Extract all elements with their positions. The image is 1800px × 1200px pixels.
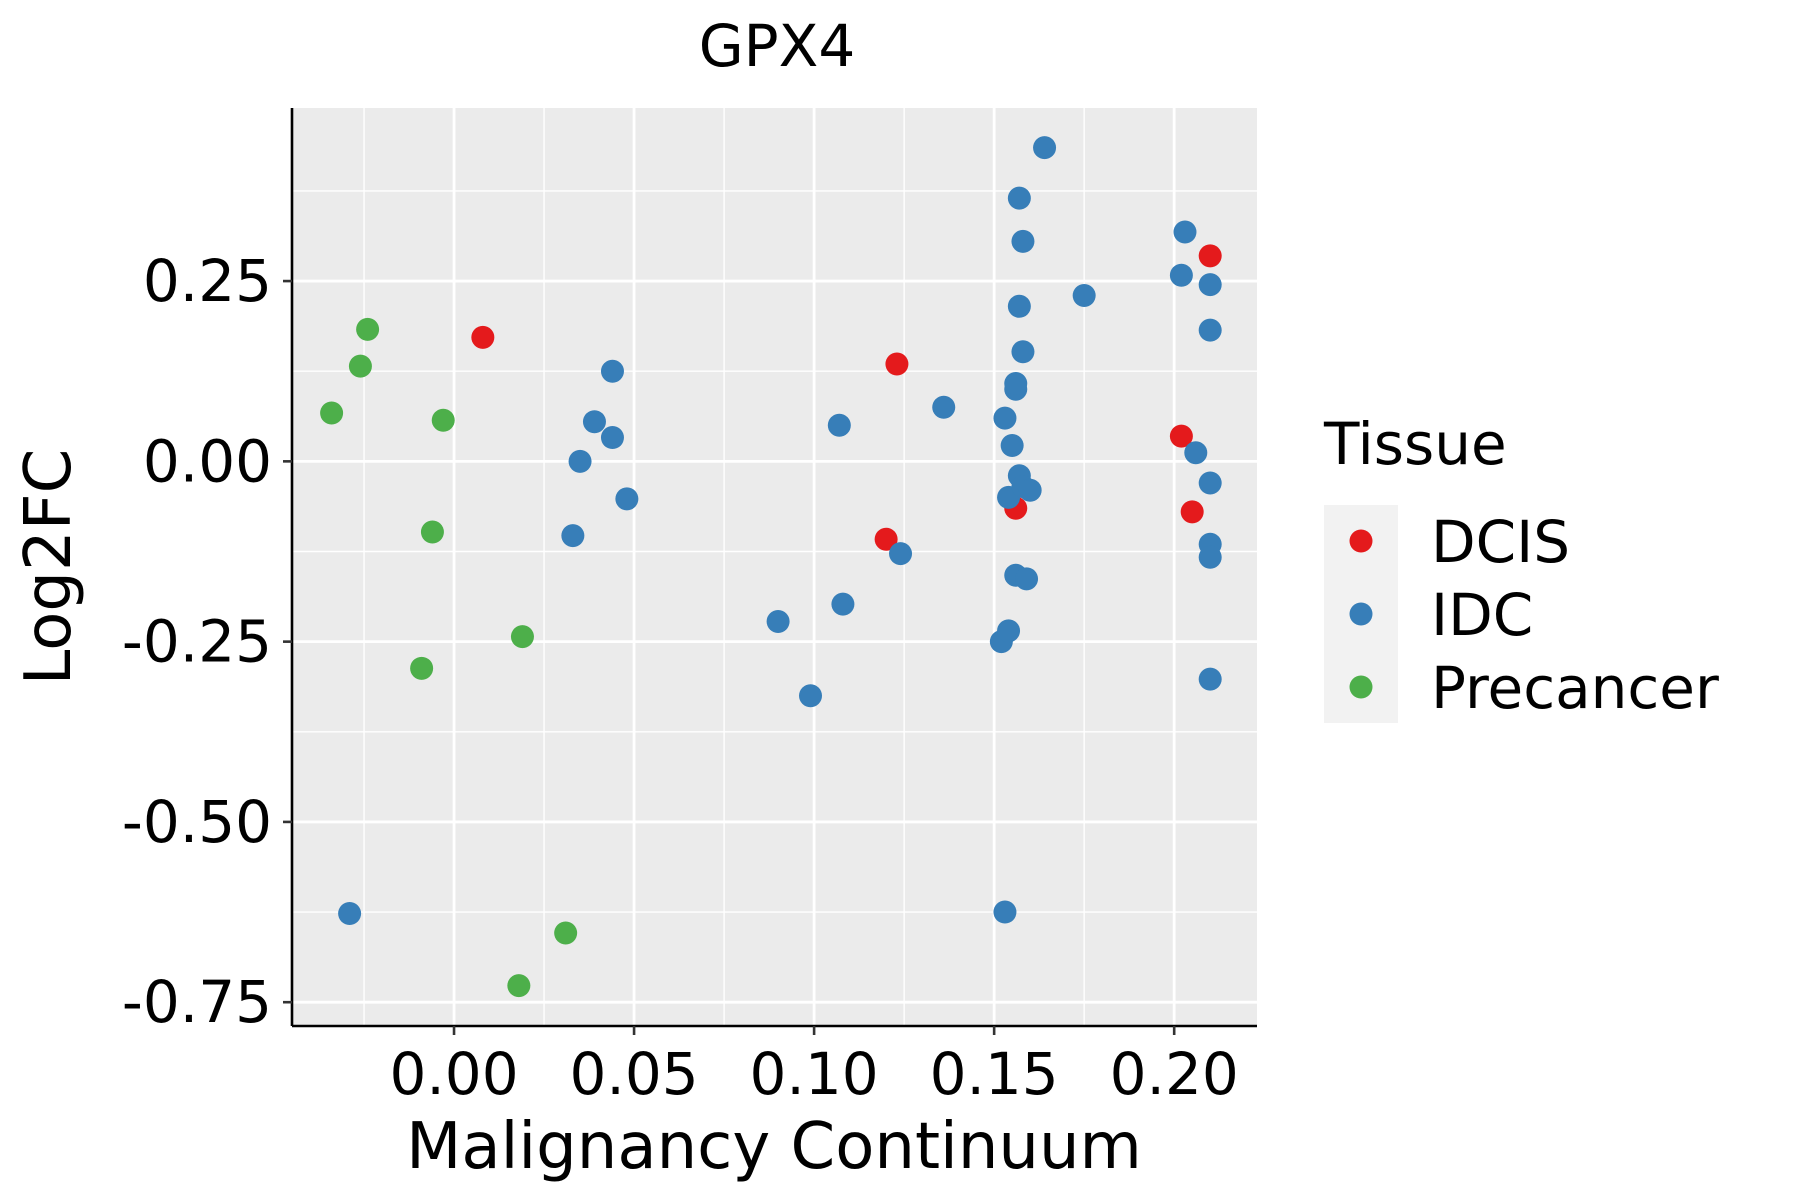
precancer-point <box>510 625 534 649</box>
idc-point <box>1000 433 1024 457</box>
idc-point <box>1173 220 1197 244</box>
idc-point <box>1011 340 1035 364</box>
plot-panel <box>292 108 1257 1026</box>
idc-point <box>1007 186 1031 210</box>
legend-label-dcis: DCIS <box>1431 508 1570 576</box>
idc-point <box>1004 371 1028 395</box>
idc-point <box>1198 667 1222 691</box>
y-tick-label: -0.50 <box>122 788 272 856</box>
y-tick-label: 0.25 <box>143 247 272 315</box>
idc-point <box>600 359 624 383</box>
precancer-point <box>320 401 344 425</box>
idc-point <box>1072 283 1096 307</box>
y-tick-label: -0.25 <box>122 608 272 676</box>
idc-point <box>1198 471 1222 495</box>
dcis-point <box>1180 500 1204 524</box>
dcis-point <box>1198 244 1222 268</box>
legend-key-idc <box>1349 602 1373 626</box>
precancer-point <box>420 520 444 544</box>
x-tick-label: 0.05 <box>570 1040 699 1108</box>
idc-point <box>568 449 592 473</box>
x-axis-title: Malignancy Continuum <box>406 1110 1142 1184</box>
idc-point <box>993 406 1017 430</box>
chart-title: GPX4 <box>699 12 856 80</box>
precancer-point <box>507 974 531 998</box>
idc-point <box>1198 273 1222 297</box>
idc-point <box>1198 545 1222 569</box>
y-axis-title: Log2FC <box>12 449 86 686</box>
dcis-point <box>471 325 495 349</box>
legend-title: Tissue <box>1323 410 1507 478</box>
x-tick-label: 0.15 <box>930 1040 1059 1108</box>
idc-point <box>1033 136 1057 160</box>
idc-point <box>889 542 913 566</box>
idc-point <box>993 900 1017 924</box>
grid-lines <box>292 108 1257 1026</box>
idc-point <box>766 609 790 633</box>
y-axis-ticks: 0.25 0.00 -0.25 -0.50 -0.75 <box>122 247 292 1036</box>
idc-point <box>831 592 855 616</box>
legend-label-idc: IDC <box>1431 581 1533 649</box>
legend-key-dcis <box>1349 529 1373 553</box>
legend-key-precancer <box>1349 675 1373 699</box>
idc-point <box>997 619 1021 643</box>
precancer-point <box>554 921 578 945</box>
idc-point <box>338 902 362 926</box>
x-tick-label: 0.00 <box>389 1040 518 1108</box>
y-tick-label: 0.00 <box>143 427 272 495</box>
legend-label-precancer: Precancer <box>1431 654 1719 722</box>
idc-point <box>1018 478 1042 502</box>
precancer-point <box>348 354 372 378</box>
precancer-point <box>431 408 455 432</box>
precancer-point <box>410 656 434 680</box>
idc-point <box>1169 263 1193 287</box>
idc-point <box>1011 229 1035 253</box>
x-tick-label: 0.10 <box>750 1040 879 1108</box>
x-tick-label: 0.20 <box>1110 1040 1239 1108</box>
idc-point <box>827 413 851 437</box>
idc-point <box>1007 294 1031 318</box>
idc-point <box>615 487 639 511</box>
x-axis-ticks: 0.00 0.05 0.10 0.15 0.20 <box>389 1026 1239 1108</box>
precancer-point <box>356 317 380 341</box>
idc-point <box>799 684 823 708</box>
dcis-point <box>874 527 898 551</box>
idc-point <box>561 524 585 548</box>
idc-point <box>582 410 606 434</box>
y-tick-label: -0.75 <box>122 968 272 1036</box>
data-points <box>320 136 1222 998</box>
idc-point <box>932 395 956 419</box>
idc-point <box>600 426 624 450</box>
idc-point <box>1184 441 1208 465</box>
idc-point <box>1015 567 1039 591</box>
dcis-point <box>885 352 909 376</box>
idc-point <box>1198 318 1222 342</box>
dcis-point <box>1169 424 1193 448</box>
